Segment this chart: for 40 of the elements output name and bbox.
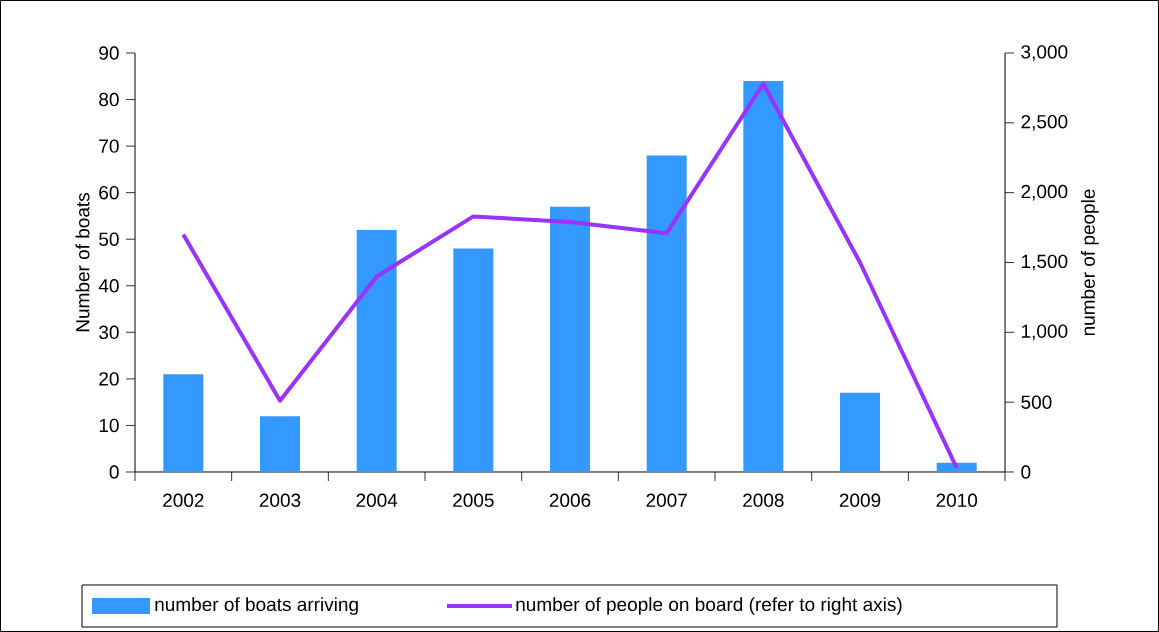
x-tick-label: 2005 (453, 493, 494, 507)
y-tick-label: 20 (99, 372, 119, 386)
y-tick-label: 0 (109, 465, 119, 479)
bar (840, 392, 881, 472)
line-series (181, 81, 959, 470)
y-tick-label: 50 (99, 232, 119, 246)
legend-label: number of boats arriving (155, 597, 358, 615)
y2-tick-label: 500 (1021, 395, 1052, 409)
bar (936, 462, 977, 472)
x-tick-label: 2007 (646, 493, 687, 507)
x-tick-label: 2002 (163, 493, 204, 507)
x-tick-label: 2008 (743, 493, 784, 507)
y-tick-label: 30 (99, 325, 119, 340)
y2-tick-label: 1,000 (1022, 324, 1068, 341)
legend-label: number of people on board (refer to right axis) (516, 597, 902, 615)
x-tick-label: 2009 (839, 493, 881, 507)
bar (550, 206, 591, 472)
y-tick-label: 80 (99, 92, 119, 107)
y2-tick-label: 2,000 (1021, 184, 1068, 201)
y-tick-label: 60 (99, 185, 119, 200)
x-tick-label: 2004 (356, 493, 398, 507)
y-tick-label: 40 (98, 279, 119, 293)
x-tick-label: 2003 (259, 493, 301, 507)
y2-tick-label: 0 (1021, 465, 1031, 479)
y2-tick-label: 2,500 (1021, 114, 1068, 131)
y-axis-title: Number of boats (75, 192, 90, 332)
bar (743, 80, 784, 472)
x-tick-label: 2006 (549, 493, 591, 507)
y-tick-label: 70 (99, 139, 119, 153)
bar (356, 229, 397, 472)
bar (646, 155, 687, 472)
y2-tick-label: 1,500 (1022, 254, 1068, 271)
y-tick-label: 90 (99, 46, 119, 60)
y2-axis-title: number of people (1080, 189, 1099, 336)
bar (260, 416, 300, 472)
bar (453, 248, 494, 472)
y2-tick-label: 3,000 (1021, 45, 1068, 61)
x-tick-label: 2010 (936, 493, 978, 507)
y-tick-label: 10 (99, 418, 119, 433)
bar (163, 374, 204, 472)
